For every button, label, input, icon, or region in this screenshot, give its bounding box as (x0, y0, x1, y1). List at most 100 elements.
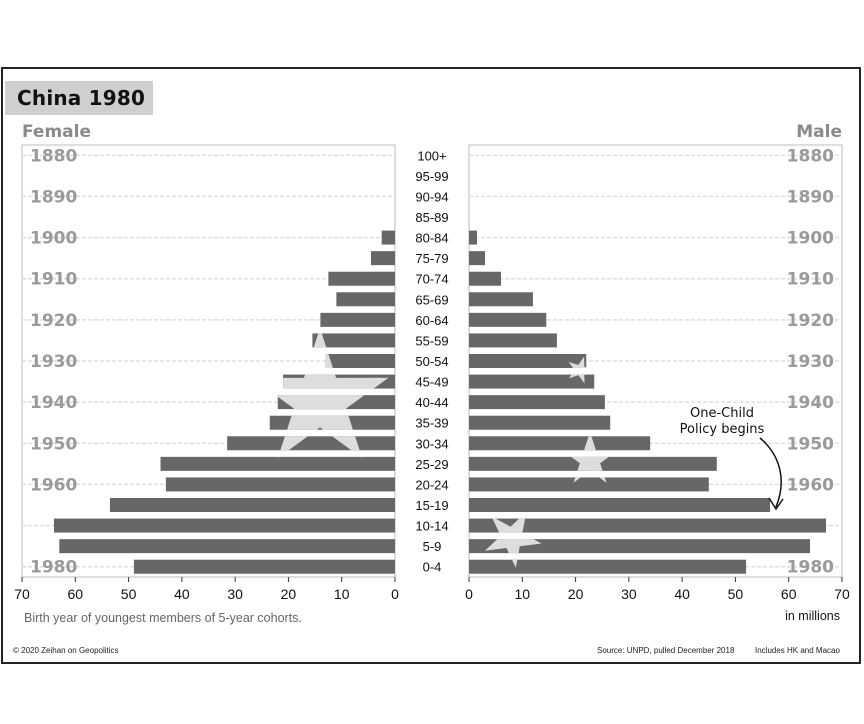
female-x-tick-label: 20 (281, 586, 297, 602)
age-group-label: 55-59 (415, 333, 448, 348)
female-bar (227, 436, 395, 451)
note-text: Includes HK and Macao (755, 646, 840, 655)
female-birth-year-label: 1940 (30, 393, 77, 413)
female-bar (109, 498, 396, 512)
female-bar (328, 271, 395, 286)
male-bar (469, 312, 547, 327)
male-birth-year-label: 1940 (787, 393, 834, 413)
male-x-tick-label: 30 (621, 586, 637, 602)
female-bar (336, 292, 395, 307)
annotation-line-2: Policy begins (680, 422, 765, 437)
female-birth-year-label: 1900 (30, 229, 77, 249)
female-bar (381, 230, 395, 245)
male-birth-year-label: 1910 (787, 270, 834, 290)
age-group-label: 70-74 (415, 272, 448, 287)
age-group-label: 35-39 (415, 416, 448, 431)
male-bar (469, 559, 747, 574)
female-bar (320, 312, 395, 327)
female-x-tick-label: 30 (227, 586, 243, 602)
annotation-line-1: One-Child (690, 406, 754, 421)
male-birth-year-label: 1880 (787, 146, 834, 166)
age-group-label: 50-54 (415, 354, 448, 369)
male-birth-year-label: 1930 (787, 352, 834, 372)
male-x-tick-label: 40 (674, 586, 690, 602)
female-bar (59, 539, 396, 554)
female-x-tick-label: 70 (14, 586, 30, 602)
male-bar (469, 539, 811, 554)
age-group-label: 90-94 (415, 189, 448, 204)
age-group-label: 15-19 (415, 498, 448, 513)
title-box (5, 81, 153, 115)
male-bar (469, 374, 595, 389)
male-bar (469, 251, 485, 266)
female-x-tick-label: 10 (334, 586, 350, 602)
female-birth-year-label: 1930 (30, 352, 77, 372)
female-bar (165, 477, 395, 492)
female-birth-year-label: 1950 (30, 434, 77, 454)
male-bar (469, 292, 533, 307)
flag-star (563, 432, 617, 483)
male-x-tick-label: 50 (728, 586, 744, 602)
male-birth-year-label: 1980 (787, 558, 834, 578)
male-bar (469, 395, 605, 410)
age-group-label: 95-99 (415, 169, 448, 184)
male-bar (469, 333, 557, 348)
female-bar (312, 333, 395, 348)
age-group-label: 65-69 (415, 292, 448, 307)
male-bar (469, 230, 477, 245)
female-x-tick-label: 50 (121, 586, 137, 602)
female-birth-year-label: 1960 (30, 475, 77, 495)
female-x-tick-label: 60 (67, 586, 83, 602)
age-group-label: 75-79 (415, 251, 448, 266)
age-group-label: 40-44 (415, 395, 448, 410)
age-group-label: 100+ (417, 148, 446, 163)
age-group-label: 20-24 (415, 477, 448, 492)
female-bar (53, 518, 395, 533)
flag-star (484, 511, 542, 568)
female-label: Female (22, 122, 91, 142)
age-group-label: 10-14 (415, 519, 448, 534)
male-bar (469, 477, 709, 492)
female-bar (133, 559, 395, 574)
male-bar (469, 498, 771, 512)
annotation-arrowhead (768, 497, 784, 511)
female-birth-year-label: 1910 (30, 270, 77, 290)
male-bar (469, 436, 651, 451)
female-birth-year-label: 1920 (30, 311, 77, 331)
x-axis-label-left: Birth year of youngest members of 5-year… (24, 611, 302, 625)
female-bar (371, 251, 395, 266)
age-group-label: 5-9 (423, 539, 442, 554)
female-birth-year-label: 1980 (30, 558, 77, 578)
male-x-tick-label: 20 (568, 586, 584, 602)
female-birth-year-label: 1880 (30, 146, 77, 166)
male-x-tick-label: 10 (514, 586, 530, 602)
source-text: Source: UNPD, pulled December 2018 (597, 646, 735, 655)
x-axis-label-right: in millions (785, 609, 840, 623)
age-group-label: 45-49 (415, 375, 448, 390)
female-x-tick-label: 0 (391, 586, 399, 602)
male-x-tick-label: 70 (834, 586, 850, 602)
male-birth-year-label: 1960 (787, 475, 834, 495)
male-birth-year-label: 1900 (787, 229, 834, 249)
annotation-arrow (759, 437, 782, 508)
male-bar (469, 518, 827, 533)
female-birth-year-label: 1890 (30, 187, 77, 207)
male-bar (469, 271, 501, 286)
female-bar (325, 354, 395, 368)
age-group-label: 60-64 (415, 313, 448, 328)
copyright-text: © 2020 Zeihan on Geopolitics (13, 646, 119, 655)
age-group-label: 80-84 (415, 231, 448, 246)
male-bar (469, 354, 587, 368)
chart-title: China 1980 (17, 86, 146, 110)
male-birth-year-label: 1890 (787, 187, 834, 207)
age-group-label: 30-34 (415, 436, 448, 451)
male-x-tick-label: 0 (465, 586, 473, 602)
male-x-tick-label: 60 (781, 586, 797, 602)
age-group-label: 85-89 (415, 210, 448, 225)
female-x-tick-label: 40 (174, 586, 190, 602)
female-bar (160, 456, 395, 471)
male-bar (469, 415, 611, 430)
age-group-label: 0-4 (423, 560, 442, 575)
male-birth-year-label: 1950 (787, 434, 834, 454)
